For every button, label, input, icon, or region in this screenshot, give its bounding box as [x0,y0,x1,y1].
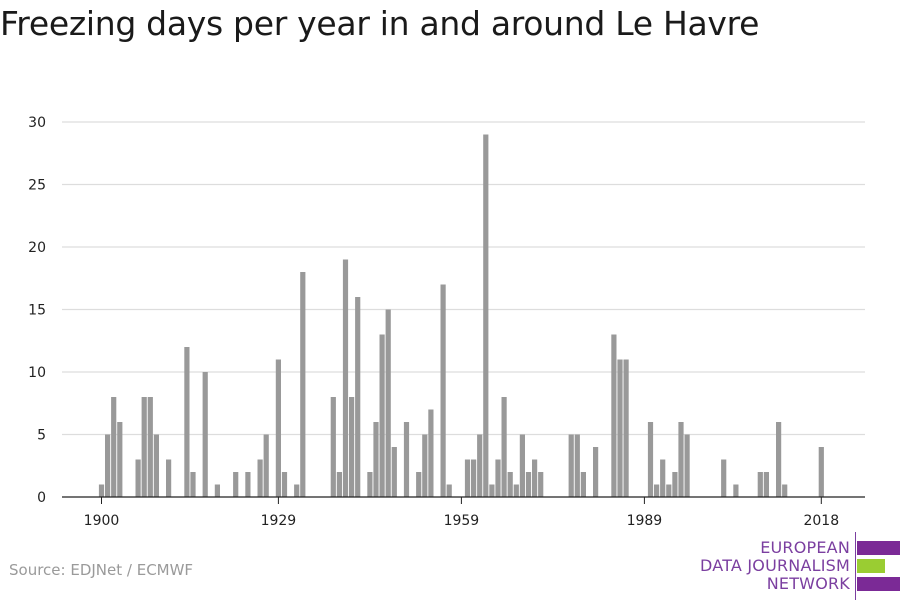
bar-2002 [721,459,727,497]
bar-1939 [336,472,342,497]
logo-line-1: EUROPEAN [760,538,850,557]
bar-chart: 0 5 10 15 20 25 30 1900 1929 1959 1989 2018 [28,115,865,529]
y-tick-label: 0 [37,490,46,506]
bar-1979 [580,472,586,497]
bar-1991 [654,484,660,497]
x-tick-label: 1929 [261,513,297,529]
bar-1907 [141,397,147,497]
y-tick-label: 25 [28,178,46,194]
bar-1911 [166,459,172,497]
bar-1945 [373,422,379,497]
bars [98,134,824,497]
bar-1962 [477,434,483,497]
bar-1972 [538,472,544,497]
bar-1944 [367,472,373,497]
bar-2004 [733,484,739,497]
bar-1933 [300,272,306,497]
bar-1941 [349,397,355,497]
logo-line-2: DATA JOURNALISM [700,556,850,575]
bar-1957 [446,484,452,497]
bar-1966 [501,397,507,497]
y-tick-label: 5 [37,428,46,444]
y-tick-label: 30 [28,115,46,131]
bar-1996 [684,434,690,497]
logo-line-3: NETWORK [766,574,850,593]
x-tick-label: 1989 [627,513,663,529]
bar-1968 [513,484,519,497]
bar-1948 [391,447,397,497]
bar-1947 [385,309,391,497]
y-tick-label: 10 [28,365,46,381]
bar-1915 [190,472,196,497]
bar-1990 [647,422,654,497]
bar-1932 [294,484,300,497]
bar-1940 [342,259,349,497]
x-tick-label: 1959 [444,513,480,529]
bar-1946 [379,334,385,497]
bar-1929 [275,359,281,497]
bar-1960 [464,459,471,497]
bar-1903 [117,422,123,497]
bar-1956 [440,284,446,497]
bar-1908 [147,397,153,497]
bar-1909 [153,434,159,497]
edjnet-logo: EUROPEAN DATA JOURNALISM NETWORK [700,532,900,600]
bar-1922 [233,472,239,497]
bar-1901 [105,434,111,497]
x-tick-label: 2018 [803,513,839,529]
source-note: Source: EDJNet / ECMWF [9,561,194,579]
logo-bar-green [857,559,885,573]
bar-1986 [623,359,629,497]
bar-1964 [489,484,495,497]
bar-1994 [672,472,678,497]
bar-1971 [532,459,538,497]
x-axis-ticks: 1900 1929 1959 1989 2018 [84,497,839,529]
logo-bar-purple-top [857,541,900,555]
bar-1914 [184,347,190,497]
bar-1995 [678,422,684,497]
bar-1927 [263,434,269,497]
bar-1993 [666,484,672,497]
y-tick-label: 20 [28,240,46,256]
chart-title: Freezing days per year in and around Le … [0,4,760,43]
bar-1978 [574,434,580,497]
bar-1950 [403,422,410,497]
bar-1969 [519,434,525,497]
bar-1963 [483,134,489,497]
x-tick-label: 1900 [84,513,120,529]
bar-1954 [428,409,434,497]
bar-1970 [525,472,532,497]
bar-1924 [245,472,251,497]
bar-2018 [818,447,824,497]
bar-1953 [422,434,428,497]
y-axis-tick-labels: 0 5 10 15 20 25 30 [28,115,46,506]
bar-1942 [355,297,361,497]
bar-2012 [782,484,788,497]
bar-1926 [257,459,263,497]
bar-1938 [330,397,336,497]
y-tick-label: 15 [28,303,46,319]
bar-1965 [495,459,501,497]
bar-1961 [471,459,477,497]
bar-2008 [757,472,763,497]
bar-2009 [763,472,769,497]
bar-1952 [416,472,422,497]
bar-2011 [776,422,782,497]
bar-1906 [135,459,141,497]
logo-separator [855,532,856,600]
gridlines [62,121,865,436]
bar-1900 [98,484,105,497]
bar-1977 [568,434,574,497]
bar-1919 [214,484,220,497]
logo-bar-purple-bottom [857,577,900,591]
bar-1981 [593,447,599,497]
bar-1967 [507,472,513,497]
bar-1984 [611,334,617,497]
bar-1917 [202,372,208,497]
bar-1930 [281,472,288,497]
bar-1992 [660,459,666,497]
bar-1985 [617,359,623,497]
bar-1902 [111,397,117,497]
